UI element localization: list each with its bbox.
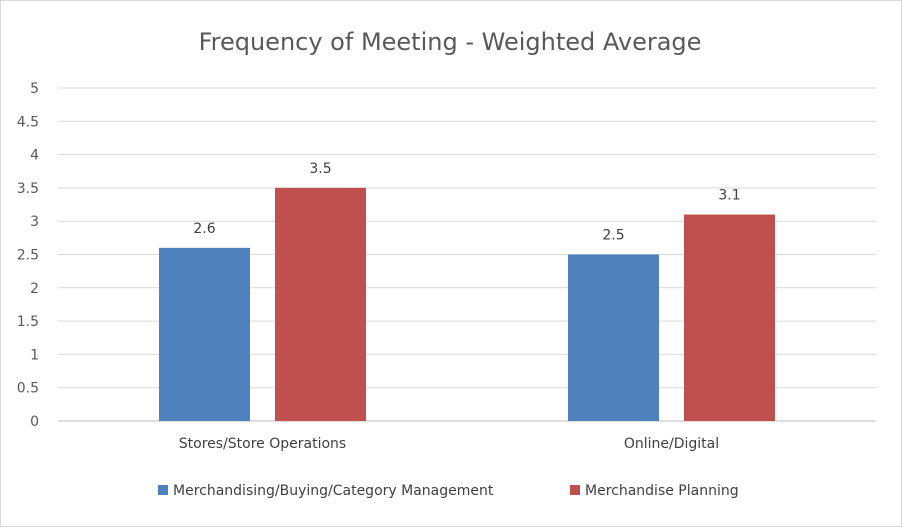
y-tick-label: 3 — [30, 214, 39, 230]
y-tick-label: 0 — [30, 414, 39, 430]
legend-swatch — [158, 485, 168, 495]
data-labels: 2.6 3.5 2.5 3.1 — [193, 161, 740, 244]
y-tick-label: 4.5 — [17, 114, 39, 130]
x-category-label: Online/Digital — [624, 436, 719, 452]
y-tick-label: 2.5 — [17, 248, 39, 264]
legend-label: Merchandise Planning — [585, 483, 739, 499]
bar — [159, 247, 250, 421]
y-tick-label: 2 — [30, 281, 39, 297]
data-label: 2.5 — [602, 228, 624, 244]
chart-title: Frequency of Meeting - Weighted Average — [199, 28, 702, 56]
y-tick-label: 1 — [30, 347, 39, 363]
bar — [568, 254, 659, 421]
data-label: 3.5 — [309, 161, 331, 177]
bar — [275, 187, 366, 421]
y-tick-label: 0.5 — [17, 381, 39, 397]
legend-swatch — [570, 485, 580, 495]
x-category-label: Stores/Store Operations — [179, 436, 346, 452]
data-label: 2.6 — [193, 221, 215, 237]
x-axis-categories: Stores/Store Operations Online/Digital — [179, 436, 719, 452]
y-tick-label: 5 — [30, 81, 39, 97]
bar — [684, 214, 775, 421]
bars — [159, 187, 775, 421]
y-axis-ticks: 0 0.5 1 1.5 2 2.5 3 3.5 4 4.5 5 — [17, 81, 39, 430]
y-tick-label: 3.5 — [17, 181, 39, 197]
legend-label: Merchandising/Buying/Category Management — [173, 483, 494, 499]
legend: Merchandising/Buying/Category Management… — [158, 483, 739, 499]
data-label: 3.1 — [718, 188, 740, 204]
y-tick-label: 4 — [30, 148, 39, 164]
y-tick-label: 1.5 — [17, 314, 39, 330]
